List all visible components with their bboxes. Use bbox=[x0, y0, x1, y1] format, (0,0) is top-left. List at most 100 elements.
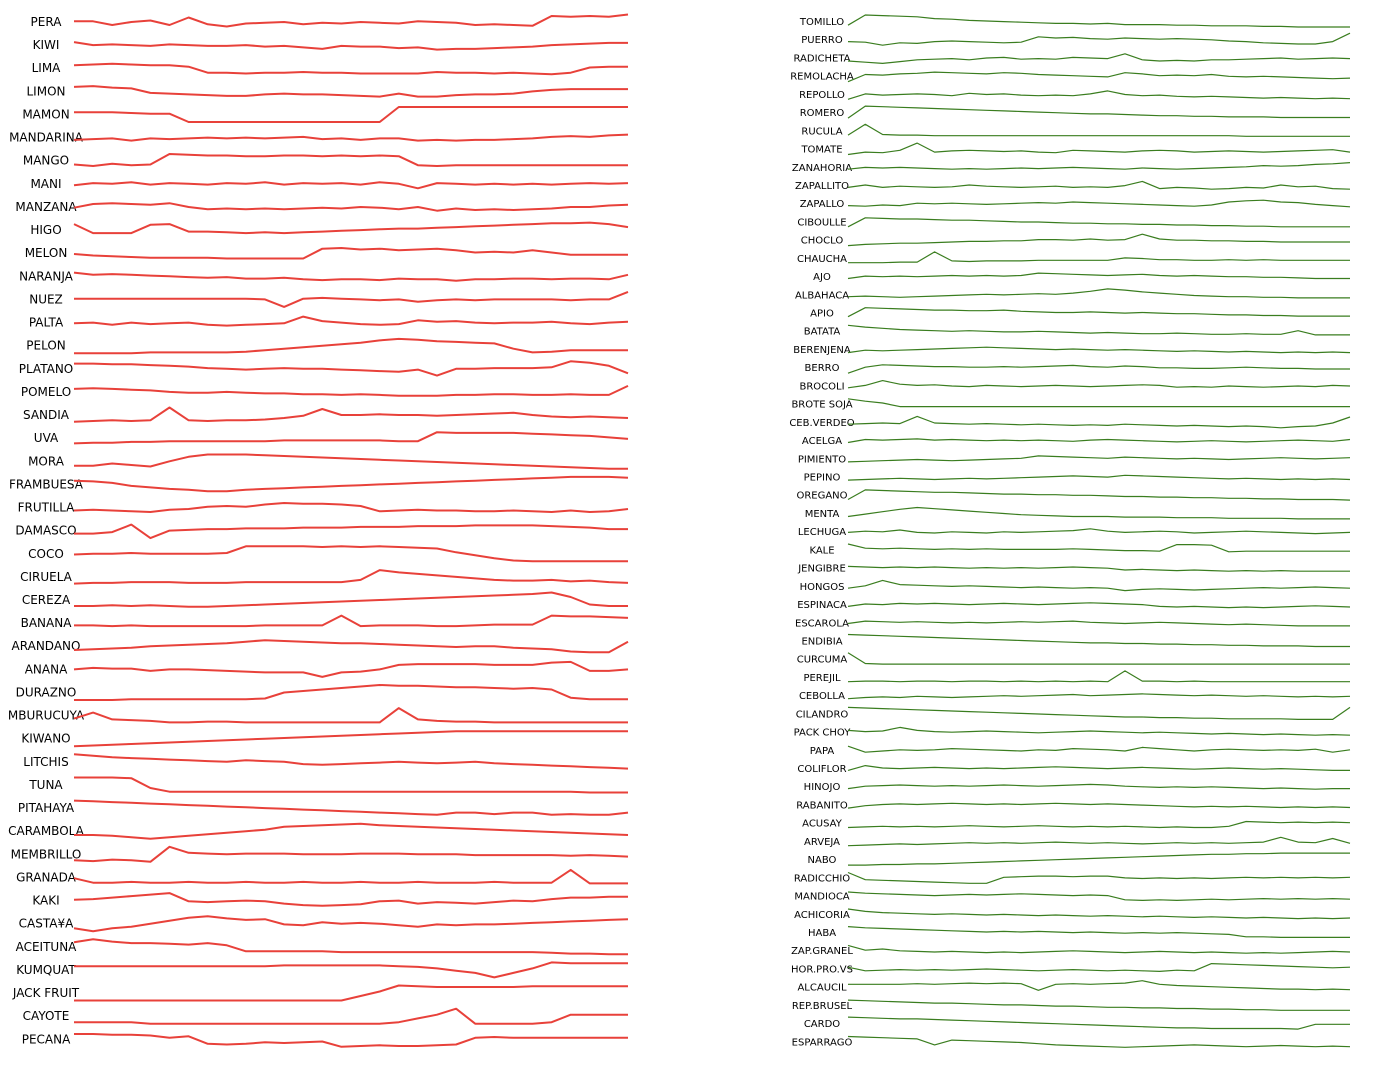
fruit-sparkline-uva bbox=[73, 431, 629, 445]
veg-sparkline-oregano bbox=[847, 489, 1351, 501]
veg-series-label: CURCUMA bbox=[797, 655, 848, 666]
veg-series-label: ZAP.GRANEL bbox=[791, 946, 853, 957]
veg-series-label: ZAPALLO bbox=[800, 199, 845, 210]
fruit-sparkline-litchis bbox=[73, 753, 629, 770]
veg-series-label: AJO bbox=[813, 272, 831, 283]
veg-series-label: ACUSAY bbox=[802, 819, 843, 830]
veg-series-label: BROTE SOJA bbox=[791, 400, 852, 411]
veg-sparkline-rabanito bbox=[847, 802, 1351, 809]
fruit-sparkline-frambuesa bbox=[73, 475, 629, 493]
fruit-sparkline-membrillo bbox=[73, 845, 629, 863]
veg-series-label: PAPA bbox=[810, 746, 835, 757]
veg-sparkline-endibia bbox=[847, 633, 1350, 648]
veg-series-label: CEB.VERDEO bbox=[789, 418, 854, 429]
veg-series-label: KALE bbox=[809, 545, 834, 556]
veg-series-label: CHOCLO bbox=[801, 236, 844, 247]
fruit-sparkline-carambola bbox=[74, 822, 629, 840]
veg-series-label: REP.BRUSEL bbox=[792, 1001, 853, 1012]
veg-sparkline-escarola bbox=[847, 620, 1350, 627]
veg-sparkline-esparrago bbox=[847, 1035, 1351, 1048]
fruit-series-label: MANDARINA bbox=[9, 131, 84, 145]
fruit-series-label: CARAMBOLA bbox=[8, 824, 84, 838]
veg-series-label: CEBOLLA bbox=[799, 691, 845, 702]
fruit-sparkline-ciruela bbox=[73, 569, 629, 585]
fruit-sparkline-pomelo bbox=[73, 384, 629, 397]
veg-sparkline-chaucha bbox=[848, 251, 1350, 264]
fruit-sparkline-frutilla bbox=[73, 502, 629, 513]
fruit-series-label: ANANA bbox=[25, 662, 68, 676]
veg-sparkline-apio bbox=[847, 307, 1350, 318]
fruit-series-label: HIGO bbox=[30, 223, 61, 237]
veg-sparkline-romero bbox=[847, 105, 1350, 119]
veg-series-label: ROMERO bbox=[800, 108, 845, 119]
veg-series-label: ENDIBIA bbox=[801, 636, 842, 647]
veg-sparkline-rucula bbox=[847, 123, 1350, 137]
veg-series-label: ACHICORIA bbox=[794, 910, 850, 921]
fruit-sparkline-higo bbox=[73, 221, 629, 235]
veg-series-label: LECHUGA bbox=[798, 527, 846, 538]
veg-series-label: HOR.PRO.VS bbox=[791, 964, 853, 975]
veg-sparkline-tomillo bbox=[847, 14, 1350, 28]
veg-series-label: BATATA bbox=[804, 327, 841, 338]
veg-sparkline-radicchio bbox=[847, 871, 1351, 884]
fruit-sparkline-damasco bbox=[74, 523, 628, 540]
veg-series-label: ALCAUCIL bbox=[797, 983, 846, 994]
veg-sparkline-albahaca bbox=[847, 288, 1350, 299]
fruit-sparkline-arandano bbox=[73, 639, 629, 654]
fruit-series-label: PELON bbox=[26, 339, 66, 353]
vegetable-sparkline-panel: TOMILLO PUERRO RADICHETA REMOLACHA REPOLLO RO… bbox=[789, 14, 1351, 1048]
veg-sparkline-zap-granel bbox=[847, 944, 1351, 954]
fruit-sparkline-kaki bbox=[73, 892, 628, 907]
fruit-sparkline-manzana bbox=[73, 202, 629, 212]
veg-sparkline-achicoria bbox=[847, 908, 1351, 920]
fruit-sparkline-mamon bbox=[74, 106, 628, 123]
veg-series-label: BERENJENA bbox=[793, 345, 851, 356]
fruit-sparkline-panel: PERA KIWI LIMA LIMON MAMON MANDARINA MANGO MANI… bbox=[8, 13, 629, 1048]
fruit-sparkline-nuez bbox=[74, 290, 629, 308]
veg-sparkline-zapallito bbox=[847, 180, 1351, 190]
veg-sparkline-ajo bbox=[847, 272, 1350, 280]
fruit-series-label: GRANADA bbox=[16, 870, 77, 884]
veg-sparkline-lechuga bbox=[847, 528, 1351, 535]
fruit-series-label: CAYOTE bbox=[23, 1009, 70, 1023]
veg-series-label: OREGANO bbox=[796, 491, 847, 502]
veg-sparkline-pack-choy bbox=[847, 726, 1351, 736]
fruit-series-label: NARANJA bbox=[19, 269, 74, 283]
veg-series-label: ESPARRAGO bbox=[792, 1037, 853, 1048]
fruit-series-label: CEREZA bbox=[22, 593, 71, 607]
veg-series-label: CIBOULLE bbox=[797, 217, 846, 228]
fruit-series-label: MAMON bbox=[22, 107, 69, 121]
veg-series-label: NABO bbox=[808, 855, 837, 866]
veg-sparkline-repollo bbox=[847, 90, 1351, 100]
fruit-sparkline-jack-fruit bbox=[74, 984, 628, 1002]
veg-sparkline-ceb-verdeo bbox=[847, 415, 1351, 429]
veg-series-label: CILANDRO bbox=[796, 709, 849, 720]
veg-series-label: MANDIOCA bbox=[794, 892, 849, 903]
veg-sparkline-zapallo bbox=[847, 199, 1351, 208]
fruit-series-label: MANI bbox=[30, 177, 61, 191]
veg-sparkline-cebolla bbox=[847, 693, 1351, 700]
veg-series-label: CARDO bbox=[804, 1019, 840, 1030]
veg-sparkline-mandioca bbox=[847, 891, 1351, 902]
fruit-series-label: KUMQUAT bbox=[16, 963, 76, 977]
veg-series-label: ALBAHACA bbox=[795, 290, 849, 301]
fruit-series-label: DAMASCO bbox=[15, 524, 76, 538]
fruit-series-label: BANANA bbox=[21, 616, 73, 630]
veg-sparkline-jengibre bbox=[847, 565, 1350, 572]
veg-series-label: ESCAROLA bbox=[795, 618, 849, 629]
veg-series-label: RADICCHIO bbox=[794, 873, 850, 884]
veg-sparkline-brocoli bbox=[847, 380, 1351, 389]
fruit-sparkline-pitahaya bbox=[73, 799, 629, 816]
veg-series-label: RUCULA bbox=[801, 126, 842, 137]
fruit-series-label: PALTA bbox=[29, 316, 64, 330]
veg-series-label: MENTA bbox=[805, 509, 840, 520]
fruit-sparkline-cereza bbox=[74, 591, 628, 608]
veg-series-label: RADICHETA bbox=[793, 53, 850, 64]
veg-sparkline-tomate bbox=[847, 142, 1351, 156]
veg-series-label: PEPINO bbox=[804, 473, 841, 484]
veg-series-label: ACELGA bbox=[802, 436, 842, 447]
fruit-series-label: COCO bbox=[28, 547, 64, 561]
fruit-series-label: ARANDANO bbox=[12, 639, 81, 653]
veg-series-label: HONGOS bbox=[800, 582, 845, 593]
veg-sparkline-puerro bbox=[847, 32, 1351, 46]
